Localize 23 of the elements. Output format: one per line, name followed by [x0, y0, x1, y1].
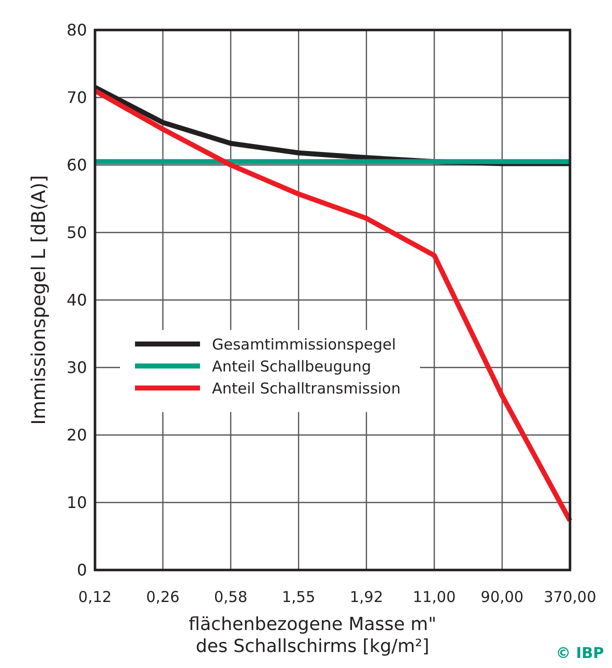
- y-tick-label: 20: [66, 426, 87, 445]
- y-tick-label: 60: [66, 156, 87, 175]
- y-tick-label: 50: [66, 223, 87, 242]
- x-axis-title: flächenbezogene Masse m" des Schallschirms [kg/m²]: [188, 614, 436, 657]
- x-tick-label: 0,12: [78, 588, 112, 606]
- legend-label: Anteil Schalltransmission: [212, 379, 401, 398]
- y-tick-label: 30: [66, 358, 87, 378]
- x-tick-label: 0,26: [146, 588, 180, 606]
- x-tick-label: 0,58: [214, 588, 248, 606]
- y-tick-label: 40: [66, 290, 87, 310]
- y-axis-title: Immissionspegel L [dB(A)]: [28, 175, 50, 425]
- x-tick-label: 370,00: [544, 588, 596, 606]
- y-tick-label: 0: [76, 560, 87, 580]
- y-tick-label: 80: [66, 20, 87, 40]
- text: © IBP: [556, 644, 604, 662]
- y-tick-label: 10: [66, 493, 87, 512]
- x-tick-label: 90,00: [480, 588, 524, 606]
- legend-label: Gesamtimmissionspegel: [212, 335, 396, 354]
- x-tick-label: 1,92: [350, 588, 384, 606]
- x-tick-label: 11,00: [412, 588, 456, 606]
- legend-label: Anteil Schallbeugung: [212, 357, 372, 376]
- y-tick-label: 70: [66, 88, 87, 108]
- x-tick-label: 1,55: [282, 588, 316, 606]
